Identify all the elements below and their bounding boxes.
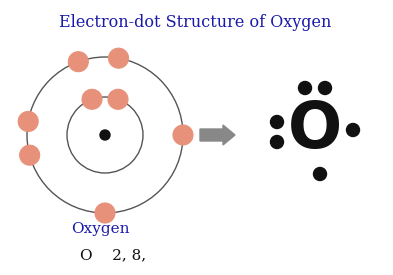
Circle shape — [20, 145, 40, 165]
Circle shape — [347, 123, 360, 136]
Circle shape — [299, 81, 312, 95]
Circle shape — [173, 125, 193, 145]
Circle shape — [18, 111, 38, 131]
Text: O: O — [288, 99, 342, 161]
Circle shape — [270, 136, 283, 148]
Circle shape — [314, 167, 327, 180]
Circle shape — [318, 81, 332, 95]
FancyArrow shape — [200, 125, 235, 145]
Circle shape — [68, 52, 88, 72]
Circle shape — [100, 130, 110, 140]
Circle shape — [82, 89, 102, 109]
Text: Oxygen: Oxygen — [71, 222, 129, 236]
Circle shape — [108, 48, 129, 68]
Circle shape — [270, 116, 283, 128]
Text: Electron-dot Structure of Oxygen: Electron-dot Structure of Oxygen — [59, 14, 331, 31]
Circle shape — [95, 203, 115, 223]
Circle shape — [108, 89, 128, 109]
Text: O    2, 8,: O 2, 8, — [80, 248, 146, 262]
